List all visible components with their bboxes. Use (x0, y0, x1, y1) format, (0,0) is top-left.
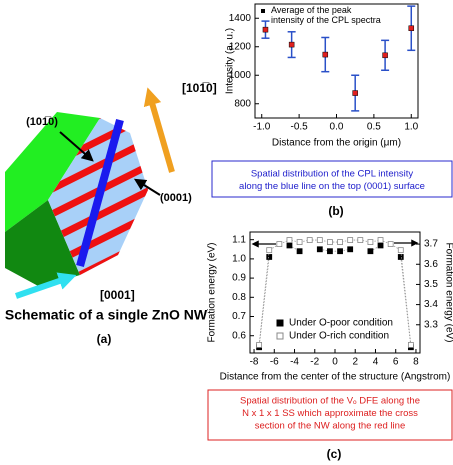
legend-marker (276, 332, 284, 340)
arrow (59, 131, 94, 162)
point (337, 239, 343, 245)
point (337, 248, 343, 255)
point (276, 241, 283, 248)
point (256, 342, 263, 348)
legend-label: Under O-rich condition (289, 331, 389, 342)
y2-tick-label: 3.7 (424, 239, 438, 250)
point (296, 248, 303, 255)
series-line (258, 245, 412, 348)
point (367, 239, 374, 245)
series-line (258, 239, 412, 345)
x-tick-label: 1.0 (404, 122, 418, 133)
x-tick-label: 0.5 (367, 122, 381, 133)
caption-line: Spatial distribution of the Vₒ DFE along… (240, 396, 420, 407)
point (266, 247, 273, 254)
y-tick-label: 800 (234, 98, 251, 109)
y-axis-label: Intensity (a. u.) (225, 28, 236, 94)
label: [0001] (100, 288, 135, 302)
x-tick-label: 0 (332, 357, 338, 368)
y2-axis-label: Formation energy (eV) (443, 242, 453, 342)
point (367, 248, 374, 255)
point (357, 237, 364, 243)
x-tick-label: -8 (250, 357, 259, 368)
blue-line (76, 118, 124, 268)
arrow (133, 178, 161, 196)
panel-tag: (a) (97, 332, 112, 346)
legend-label: Under O-poor condition (289, 318, 393, 329)
point (327, 239, 333, 245)
prism-side-face (5, 200, 80, 287)
y-tick-label: 1000 (229, 70, 252, 81)
caption-box (211, 160, 453, 198)
panel-title: Schematic of a single ZnO NW (5, 307, 208, 323)
prism-top-face (5, 112, 100, 232)
caption-line: Spatial distribution of the CPL intensit… (251, 169, 414, 180)
y-tick-label: 0.8 (232, 292, 246, 303)
y-tick-label: 1400 (229, 13, 252, 24)
y2-tick-label: 3.6 (424, 259, 438, 270)
y2-tick-label: 3.4 (424, 299, 438, 310)
point (377, 242, 384, 249)
point (316, 246, 323, 253)
y-tick-label: 0.6 (232, 330, 246, 341)
point (347, 246, 354, 253)
point (387, 241, 394, 248)
point (296, 239, 303, 245)
x-tick-label: -2 (310, 357, 319, 368)
arrow (15, 272, 77, 299)
label: (0001) (160, 192, 192, 204)
point (408, 25, 415, 31)
y2-tick-label: 3.5 (424, 279, 438, 290)
point (262, 26, 269, 33)
x-tick-label: -4 (290, 357, 299, 368)
point (316, 237, 323, 243)
point (322, 51, 329, 58)
point (397, 254, 404, 260)
point (286, 242, 293, 249)
point (266, 254, 273, 260)
point (306, 237, 313, 243)
point (382, 52, 388, 59)
x-tick-label: -0.5 (290, 122, 308, 133)
label: [101̅0] (182, 81, 217, 95)
legend-marker (261, 9, 265, 13)
nanowire-schematic (5, 87, 175, 299)
point (347, 237, 354, 243)
y-tick-label: 0.7 (232, 311, 246, 322)
label: (101̅0) (26, 116, 58, 128)
y2-tick-label: 3.3 (424, 319, 438, 330)
x-tick-label: -1.0 (253, 122, 271, 133)
point (288, 41, 295, 48)
x-tick-label: 2 (352, 357, 358, 368)
x-axis-label: Distance from the center of the structur… (220, 372, 451, 383)
arrow (143, 87, 175, 173)
x-axis-label: Distance from the origin (μm) (272, 138, 401, 149)
panel-tag: (c) (327, 447, 342, 461)
point (407, 342, 414, 348)
y-tick-label: 1.1 (232, 234, 246, 245)
caption-line: N x 1 x 1 SS which approximate the cross (242, 408, 418, 419)
panel-tag: (b) (328, 204, 343, 218)
x-tick-label: 4 (373, 357, 379, 368)
point (327, 248, 333, 255)
caption-box (207, 389, 453, 441)
y-tick-label: 0.9 (232, 273, 246, 284)
x-tick-label: 0.0 (330, 122, 344, 133)
point (397, 247, 404, 254)
y-tick-label: 1.0 (232, 254, 246, 265)
x-tick-label: 6 (393, 357, 399, 368)
point (377, 237, 384, 243)
legend-marker (276, 319, 284, 327)
point (352, 90, 358, 96)
legend-label: Average of the peak intensity of the CPL … (271, 5, 381, 25)
y-tick-label: 1200 (229, 41, 252, 52)
y-axis-label: Formation energy (eV) (207, 242, 218, 342)
caption-line: along the blue line on the top (0001) su… (239, 181, 425, 192)
x-tick-label: 8 (413, 357, 419, 368)
point (286, 237, 293, 243)
x-tick-label: -6 (270, 357, 279, 368)
caption-line: section of the NW along the red line (255, 421, 406, 432)
